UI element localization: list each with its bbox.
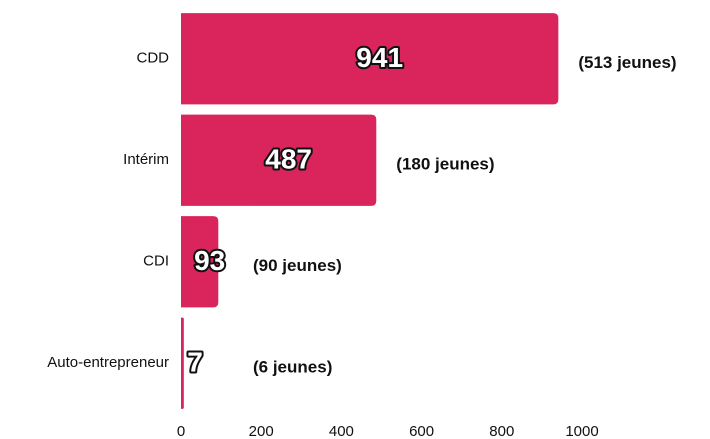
x-tick-label: 1000: [565, 423, 598, 439]
data-label: 487: [265, 144, 312, 175]
bar: [181, 317, 184, 409]
x-tick-label: 800: [489, 423, 514, 439]
annotation: (180 jeunes): [396, 155, 494, 174]
annotation: (513 jeunes): [578, 53, 676, 72]
bar: [181, 216, 219, 308]
bar: [181, 13, 559, 105]
x-tick-label: 600: [409, 423, 434, 439]
data-label: 93: [194, 245, 225, 276]
y-tick-label: Auto-entrepreneur: [47, 354, 169, 371]
data-label: 941: [356, 42, 403, 73]
x-tick-label: 400: [329, 423, 354, 439]
y-tick-label: Intérim: [123, 151, 169, 168]
data-label: 7: [187, 347, 203, 378]
annotation: (6 jeunes): [253, 358, 332, 377]
y-tick-label: CDI: [143, 253, 169, 270]
annotation: (90 jeunes): [253, 256, 342, 275]
y-tick-label: CDD: [137, 50, 170, 67]
x-tick-label: 200: [249, 423, 274, 439]
bar: [181, 114, 377, 206]
x-tick-label: 0: [177, 423, 185, 439]
